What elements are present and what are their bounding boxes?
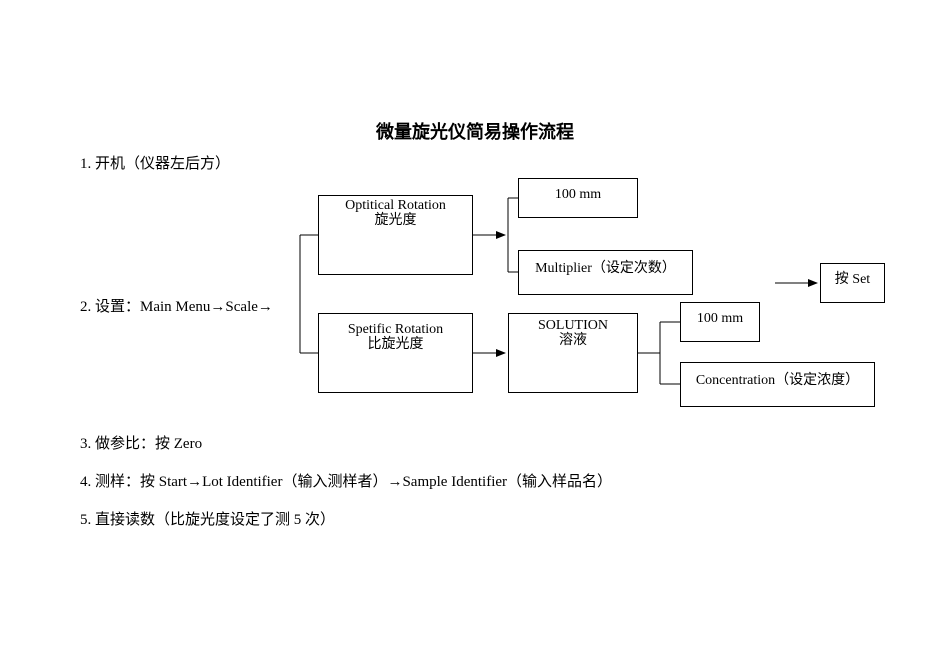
title-text: 微量旋光仪简易操作流程 [376, 122, 574, 142]
edge-right-branch-top [508, 198, 518, 272]
step-5: 5. 直接读数（比旋光度设定了测 5 次） [80, 508, 335, 529]
node-optical-rotation: Optitical Rotation 旋光度 [318, 195, 473, 275]
node-set: 按 Set [820, 263, 885, 303]
node-concentration: Concentration（设定浓度） [680, 362, 875, 407]
step-2: 2. 设置：Main Menu→Scale→ [80, 295, 273, 316]
step-1: 1. 开机（仪器左后方） [80, 152, 230, 173]
node-multiplier: Multiplier（设定次数） [518, 250, 693, 295]
step-4: 4. 测样：按 Start→Lot Identifier（输入测样者）→Samp… [80, 470, 612, 491]
step-3: 3. 做参比：按 Zero [80, 432, 202, 453]
page-title: 微量旋光仪简易操作流程 [0, 118, 950, 144]
flowchart-canvas: 微量旋光仪简易操作流程 1. 开机（仪器左后方） 2. 设置：Main Menu… [0, 0, 950, 672]
edge-solution-branch [638, 322, 680, 384]
node-100mm-bottom: 100 mm [680, 302, 760, 342]
connectors [0, 0, 950, 672]
node-solution: SOLUTION 溶液 [508, 313, 638, 393]
node-100mm-top: 100 mm [518, 178, 638, 218]
edge-branch-left [300, 235, 318, 353]
node-specific-rotation: Spetific Rotation 比旋光度 [318, 313, 473, 393]
